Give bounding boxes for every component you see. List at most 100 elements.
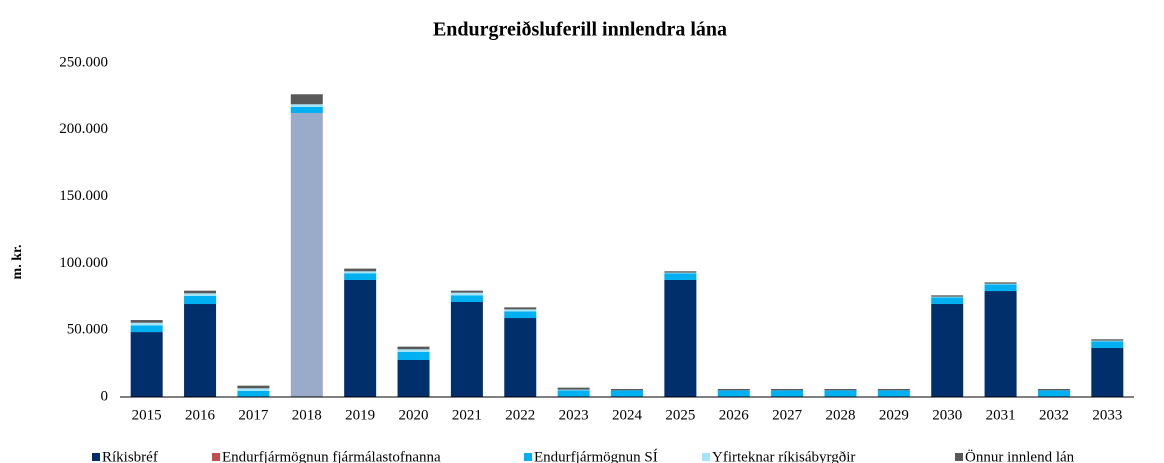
y-tick-label: 100.000: [59, 255, 108, 271]
bar-segment: [984, 283, 1017, 285]
bar-segment: [344, 268, 377, 272]
bar-segment: [504, 318, 537, 397]
x-tick-label: 2032: [1039, 407, 1069, 423]
x-tick-label: 2021: [452, 407, 482, 423]
bar-segment: [1091, 347, 1124, 397]
x-tick-label: 2023: [559, 407, 589, 423]
x-tick-label: 2026: [719, 407, 750, 423]
bar-segment: [557, 387, 590, 390]
bar-segment: [984, 282, 1017, 284]
legend-label: Yfirteknar ríkisábyrgðir: [712, 449, 855, 463]
y-tick-label: 50.000: [67, 322, 108, 338]
x-tick-label: 2025: [665, 407, 695, 423]
legend-label: Ríkisbréf: [102, 449, 158, 463]
bar-segment: [397, 351, 430, 360]
bar-segment: [130, 325, 163, 333]
bar-segment: [184, 290, 217, 294]
bar-segment: [290, 104, 323, 107]
bar-segment: [237, 385, 270, 389]
bar-segment: [1037, 388, 1070, 391]
legend-swatch: [92, 453, 100, 461]
bar-segment: [984, 291, 1017, 397]
x-tick-label: 2018: [292, 407, 322, 423]
bar-segment: [344, 273, 377, 280]
bar-segment: [504, 307, 537, 310]
bar-segment: [717, 388, 750, 391]
bar-segment: [290, 112, 323, 397]
bar-segment: [771, 388, 804, 391]
x-tick-label: 2022: [505, 407, 535, 423]
bar-segment: [664, 272, 697, 274]
x-tick-label: 2019: [345, 407, 375, 423]
legend-label: Endurfjármögnun SÍ: [534, 448, 658, 463]
y-axis-label: m. kr.: [10, 245, 25, 280]
bar-segment: [450, 295, 483, 303]
bar-segment: [771, 390, 804, 397]
bar-segment: [290, 94, 323, 105]
bar-segment: [877, 388, 910, 391]
bar-segment: [664, 271, 697, 273]
bar-segment: [450, 302, 483, 397]
bar-segment: [397, 349, 430, 352]
x-tick-label: 2017: [238, 407, 269, 423]
bar-segment: [450, 292, 483, 296]
bar-segment: [1091, 340, 1124, 342]
bar-segment: [931, 297, 964, 305]
y-tick-label: 150.000: [59, 188, 108, 204]
bar-segment: [664, 273, 697, 280]
x-tick-label: 2033: [1092, 407, 1122, 423]
bar-segment: [824, 390, 857, 397]
x-tick-label: 2030: [932, 407, 962, 423]
bar-segment: [611, 388, 643, 391]
legend-swatch: [524, 453, 532, 461]
bar-segment: [717, 390, 750, 397]
bar-segment: [557, 389, 590, 391]
x-tick-label: 2015: [132, 407, 162, 423]
y-tick-label: 250.000: [59, 54, 108, 70]
x-tick-label: 2029: [879, 407, 909, 423]
x-tick-label: 2020: [399, 407, 429, 423]
bar-segment: [184, 293, 217, 296]
bar-segment: [344, 279, 377, 397]
bar-segment: [664, 279, 697, 397]
legend-label: Önnur innlend lán: [965, 448, 1075, 463]
y-tick-label: 0: [101, 388, 109, 404]
bar-segment: [237, 388, 270, 391]
x-tick-label: 2028: [825, 407, 855, 423]
bar-segment: [290, 106, 323, 113]
x-tick-label: 2016: [185, 407, 216, 423]
bar-segment: [877, 390, 910, 397]
bar-segment: [931, 296, 964, 298]
bar-segment: [130, 322, 163, 326]
bar-segment: [237, 390, 270, 397]
x-tick-label: 2031: [986, 407, 1016, 423]
y-tick-label: 200.000: [59, 121, 108, 137]
chart-title: Endurgreiðsluferill innlendra lána: [433, 19, 727, 41]
bar-segment: [184, 304, 217, 397]
bar-segment: [611, 390, 643, 397]
bar-segment: [1091, 341, 1124, 348]
bar-segment: [130, 320, 163, 323]
bar-segment: [504, 311, 537, 319]
bar-segment: [344, 271, 377, 274]
bar-segment: [184, 295, 217, 305]
bar-segment: [450, 290, 483, 293]
legend-swatch: [212, 453, 220, 461]
bar-segment: [504, 309, 537, 312]
bar-segment: [931, 304, 964, 397]
bar-segment: [824, 388, 857, 391]
bar-segment: [1091, 339, 1124, 341]
legend-swatch: [702, 453, 710, 461]
x-tick-label: 2027: [772, 407, 803, 423]
legend-swatch: [955, 453, 963, 461]
bar-segment: [931, 295, 964, 297]
bar-segment: [397, 346, 430, 350]
bar-segment: [397, 359, 430, 397]
x-tick-label: 2024: [612, 407, 643, 423]
legend-label: Endurfjármögnun fjármálastofnanna: [222, 449, 441, 463]
bar-segment: [130, 332, 163, 397]
bar-segment: [1037, 390, 1070, 397]
bar-segment: [557, 390, 590, 397]
bar-segment: [984, 284, 1017, 292]
